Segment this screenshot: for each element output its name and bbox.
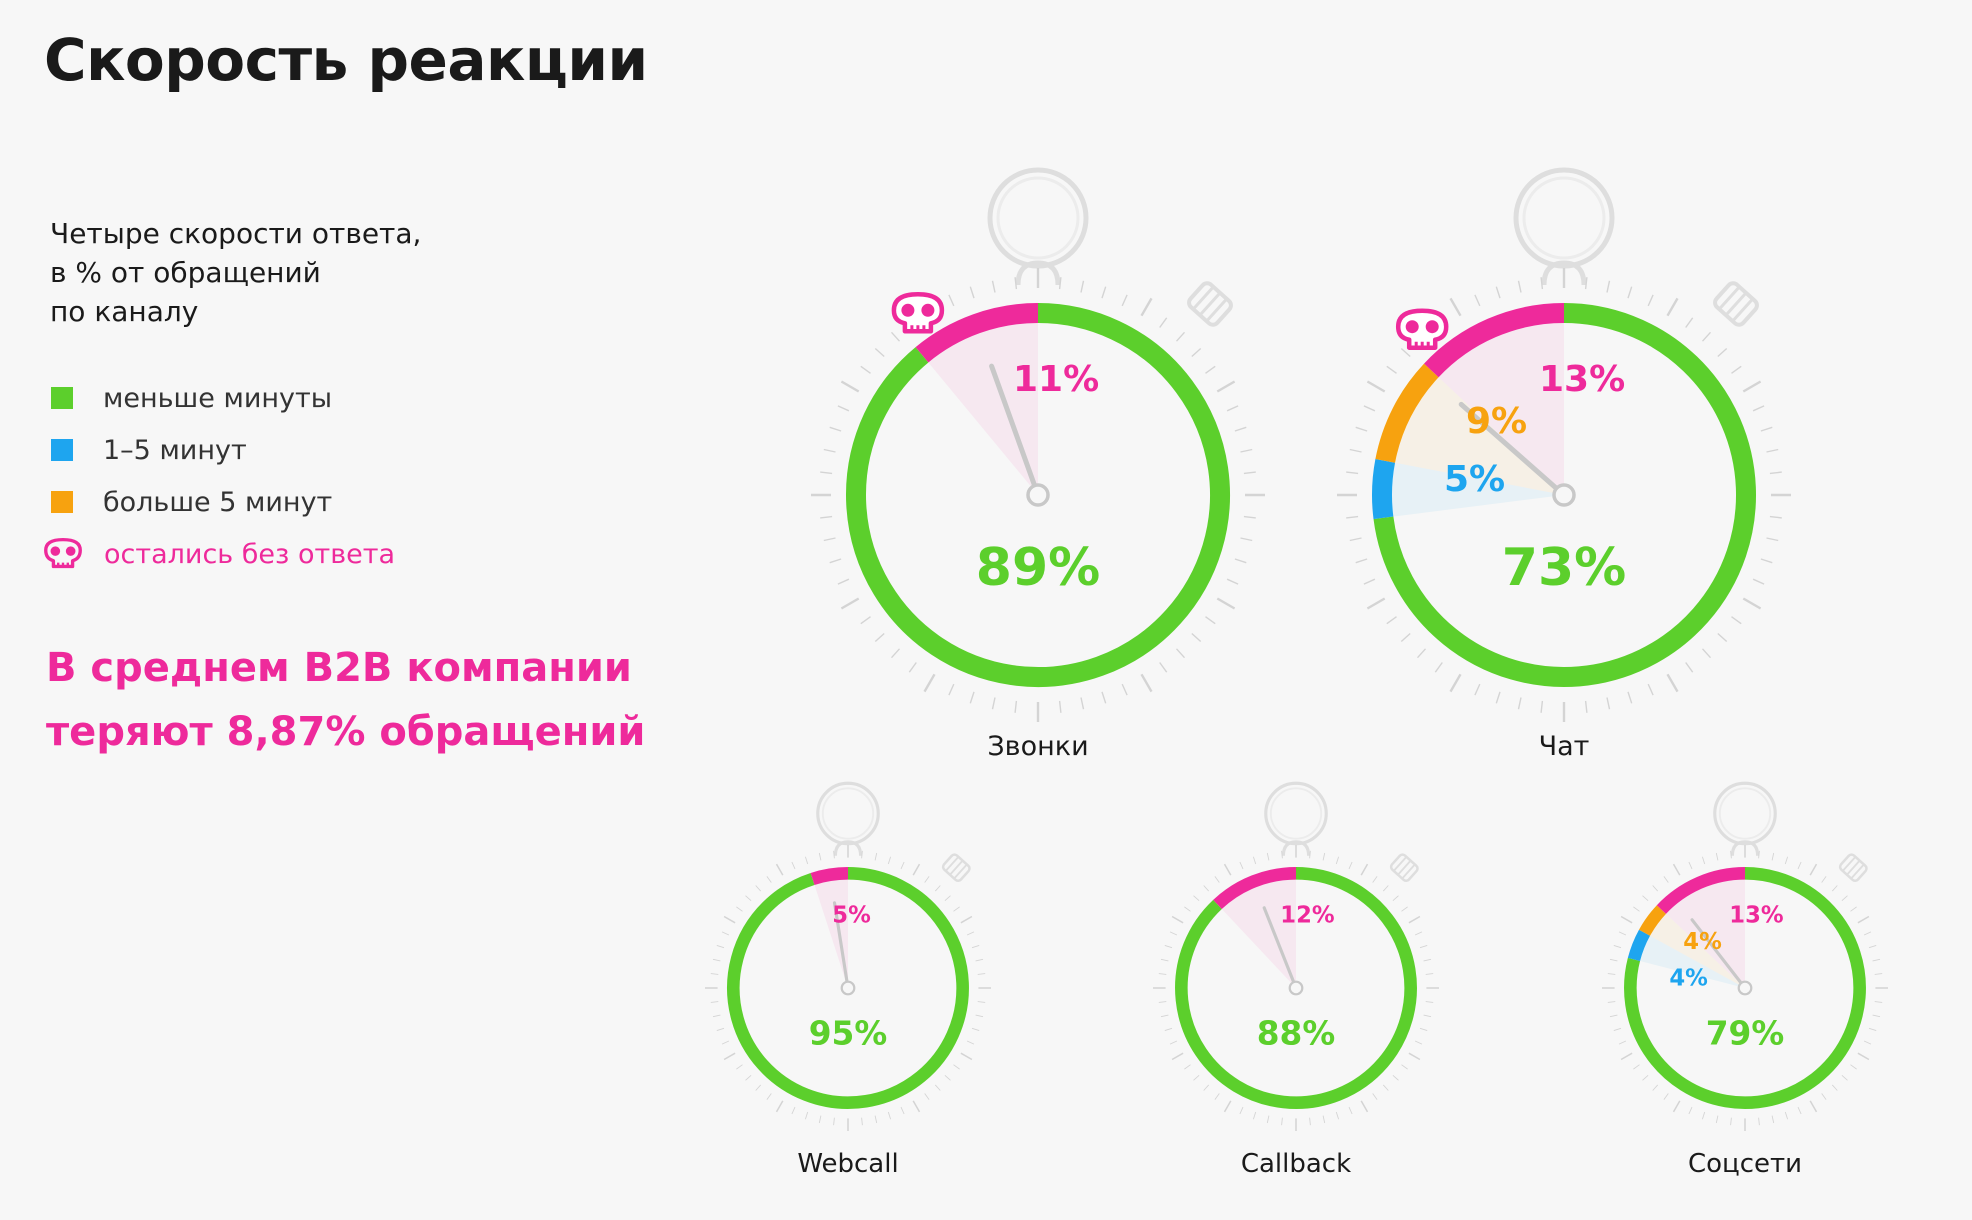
stopwatch-crown-icon xyxy=(1264,781,1328,856)
arc-segment-blue xyxy=(1372,459,1396,520)
arc-segment-pink xyxy=(1424,303,1565,378)
stopwatch-chart: 89% 11% Звонки xyxy=(811,167,1265,762)
arc-segment-green xyxy=(1373,303,1756,687)
chart-subtitle: Четыре скорости ответа, в % от обращений… xyxy=(50,214,570,331)
highlight-line: В среднем B2B компании xyxy=(46,645,632,691)
value-label-orange: 4% xyxy=(1683,929,1722,955)
value-label-green: 89% xyxy=(976,538,1100,598)
wedge-pink xyxy=(814,879,848,988)
arc-segment-pink xyxy=(1213,867,1297,910)
stopwatch-button-icon xyxy=(1187,281,1233,327)
arc-segment-blue xyxy=(1627,929,1651,962)
legend-item-1-5-minutes: 1–5 минут xyxy=(40,424,395,476)
legend-item-unanswered: остались без ответа xyxy=(40,528,395,580)
value-label-green: 79% xyxy=(1706,1015,1785,1053)
arc-segment-orange xyxy=(1375,363,1439,463)
arc-segment-green xyxy=(727,867,969,1109)
value-label-pink: 13% xyxy=(1729,903,1784,929)
stopwatch-hand xyxy=(1262,906,1298,990)
dial-ticks xyxy=(1602,845,1888,1131)
value-label-pink: 13% xyxy=(1539,359,1625,400)
stopwatch-hub xyxy=(840,980,856,996)
highlight-text: В среднем B2B компании теряют 8,87% обра… xyxy=(46,636,645,764)
stopwatch-chart: 95% 5% Webcall xyxy=(705,781,991,1179)
skull-icon xyxy=(40,537,86,571)
wedge-pink xyxy=(1221,879,1296,988)
wedge-blue xyxy=(1640,935,1745,988)
value-label-pink: 5% xyxy=(832,903,871,929)
arc-segment-pink xyxy=(810,867,849,885)
channel-label: Webcall xyxy=(797,1149,898,1179)
skull-icon xyxy=(891,292,945,334)
stopwatch-hand xyxy=(1458,401,1567,498)
stopwatch-hub xyxy=(1737,980,1753,996)
arc-segment-green xyxy=(846,303,1230,687)
highlight-line: теряют 8,87% обращений xyxy=(46,709,646,755)
legend-label: остались без ответа xyxy=(104,538,396,570)
stopwatch-button-icon xyxy=(1389,853,1419,883)
legend-swatch-green xyxy=(51,387,73,409)
legend-item-under-minute: меньше минуты xyxy=(40,372,395,424)
wedge-pink xyxy=(928,323,1038,495)
stopwatch-button-icon xyxy=(1838,853,1868,883)
subtitle-line: по каналу xyxy=(50,295,199,328)
stopwatch-hand xyxy=(989,363,1041,498)
channel-label: Callback xyxy=(1241,1149,1351,1179)
value-label-pink: 11% xyxy=(1013,359,1099,400)
dial-ticks xyxy=(1153,845,1439,1131)
value-label-green: 95% xyxy=(809,1015,888,1053)
stopwatch-crown-icon xyxy=(1713,781,1777,856)
stopwatch-chart: 88% 12% Callback xyxy=(1153,781,1439,1179)
stopwatch-crown-icon xyxy=(987,167,1089,286)
value-label-pink: 12% xyxy=(1280,903,1335,929)
arc-segment-green xyxy=(1175,867,1417,1109)
channel-label: Соцсети xyxy=(1688,1149,1802,1179)
stopwatch-button-icon xyxy=(1713,281,1759,327)
legend-item-over-5-minutes: больше 5 минут xyxy=(40,476,395,528)
value-label-green: 73% xyxy=(1502,538,1626,598)
stopwatch-chart: 73% 5% 9% 13% Чат xyxy=(1337,167,1791,762)
skull-icon xyxy=(1395,308,1449,350)
legend: меньше минуты 1–5 минут больше 5 минут о… xyxy=(40,372,395,580)
wedge-pink xyxy=(1438,323,1564,495)
stopwatch-crown-icon xyxy=(816,781,880,856)
stopwatch-hand xyxy=(1690,918,1747,990)
channel-label: Чат xyxy=(1539,731,1590,762)
wedge-orange xyxy=(1395,377,1564,495)
stopwatch-hand xyxy=(832,901,850,990)
legend-label: 1–5 минут xyxy=(103,434,247,466)
page-title: Скорость реакции xyxy=(44,26,648,94)
legend-swatch-orange xyxy=(51,491,73,513)
value-label-green: 88% xyxy=(1257,1015,1336,1053)
subtitle-line: в % от обращений xyxy=(50,256,321,289)
stopwatch-button-icon xyxy=(941,853,971,883)
subtitle-line: Четыре скорости ответа, xyxy=(50,217,422,250)
value-label-orange: 9% xyxy=(1466,401,1527,442)
dial-ticks xyxy=(1337,268,1791,722)
value-label-blue: 4% xyxy=(1669,966,1708,992)
wedge-orange xyxy=(1650,913,1745,988)
stopwatch-chart: 79% 4% 4% 13% Соцсети xyxy=(1602,781,1888,1179)
legend-label: меньше минуты xyxy=(103,382,333,414)
value-label-blue: 5% xyxy=(1444,459,1505,500)
dial-ticks xyxy=(811,268,1265,722)
stopwatch-crown-icon xyxy=(1513,167,1615,286)
arc-segment-pink xyxy=(1656,867,1746,914)
legend-label: больше 5 минут xyxy=(103,486,333,518)
stopwatch-hub xyxy=(1026,483,1050,507)
legend-swatch-blue xyxy=(51,439,73,461)
stopwatch-hub xyxy=(1552,483,1576,507)
dial-ticks xyxy=(705,845,991,1131)
arc-segment-green xyxy=(1624,867,1866,1109)
arc-segment-orange xyxy=(1639,905,1667,936)
stopwatch-hub xyxy=(1288,980,1304,996)
wedge-blue xyxy=(1392,462,1564,517)
channel-label: Звонки xyxy=(987,731,1088,762)
arc-segment-pink xyxy=(915,303,1039,363)
